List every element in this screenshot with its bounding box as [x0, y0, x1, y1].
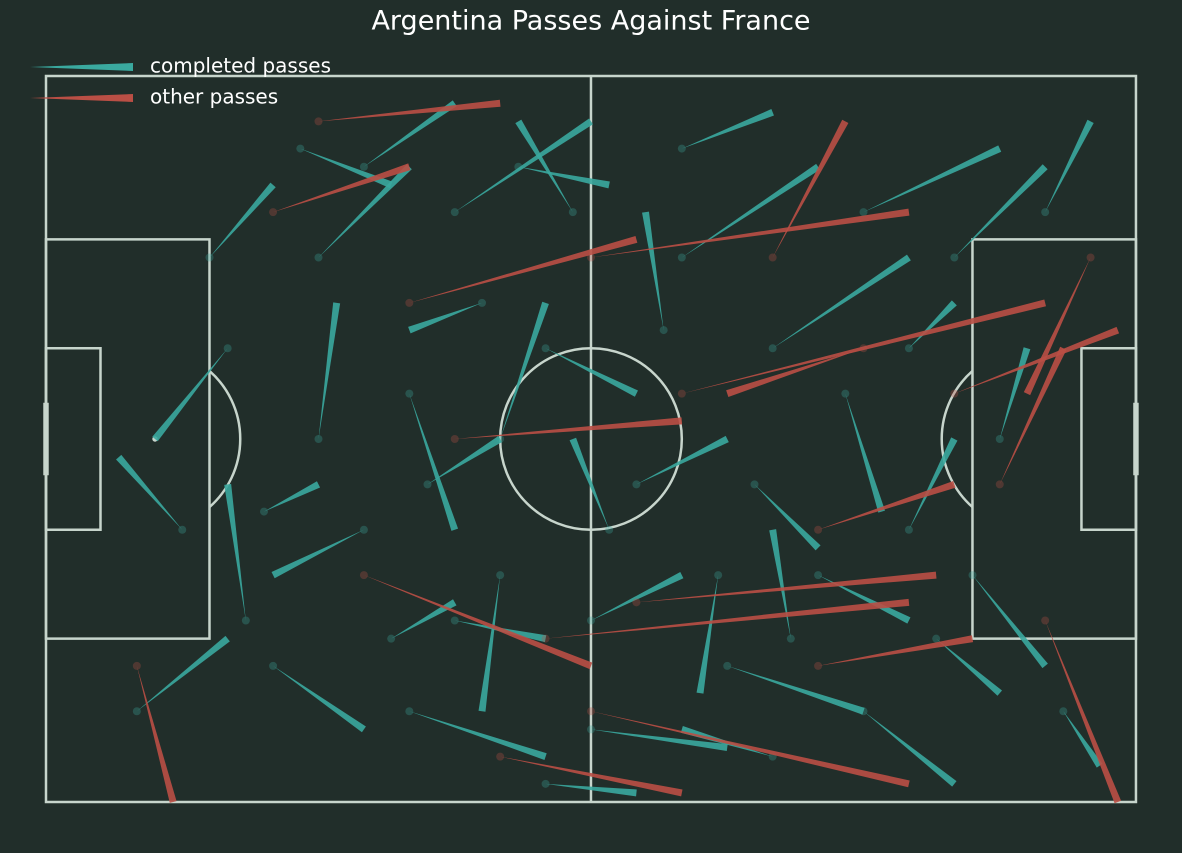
pass	[545, 598, 910, 639]
pass	[1063, 711, 1103, 768]
chart-title: Argentina Passes Against France	[371, 6, 810, 37]
pass	[954, 326, 1120, 394]
legend-label: completed passes	[150, 54, 331, 78]
pass	[681, 109, 774, 149]
pass	[318, 302, 341, 439]
pass	[136, 635, 230, 712]
pass	[264, 481, 321, 512]
pass	[818, 635, 974, 666]
pass	[569, 437, 610, 530]
pass	[726, 348, 864, 397]
pass	[936, 638, 1003, 696]
pass	[391, 599, 457, 639]
pass	[273, 665, 366, 733]
pass	[427, 436, 503, 485]
pass	[454, 118, 593, 213]
pass	[545, 783, 637, 797]
pass	[681, 299, 1047, 394]
pass	[636, 571, 937, 603]
pass	[408, 302, 482, 334]
pass	[363, 100, 457, 167]
pass	[972, 575, 1048, 669]
pass	[954, 164, 1048, 258]
pass	[224, 483, 246, 621]
pass	[318, 99, 501, 122]
pass	[318, 164, 412, 258]
pass-start	[260, 507, 268, 516]
pass	[772, 254, 911, 349]
legend: completed passes other passes	[30, 54, 331, 109]
pass	[409, 711, 547, 760]
pass	[518, 166, 610, 189]
pass	[845, 393, 886, 513]
pass	[818, 481, 956, 530]
pass	[591, 208, 910, 258]
legend-swatch	[30, 63, 133, 71]
pass	[999, 347, 1031, 439]
pass	[1045, 119, 1094, 213]
pass	[772, 119, 849, 258]
pass	[478, 575, 501, 712]
pass	[1045, 620, 1122, 804]
pass	[999, 346, 1067, 485]
legend-label: other passes	[150, 85, 278, 109]
pass	[681, 163, 821, 258]
pass	[454, 417, 683, 439]
pass	[696, 575, 719, 694]
pass	[818, 575, 911, 624]
pass	[863, 145, 1002, 213]
pass	[908, 437, 958, 530]
pass	[754, 484, 821, 551]
pass	[136, 665, 177, 803]
pass	[363, 575, 593, 670]
pass	[500, 301, 549, 439]
pass	[271, 529, 364, 579]
pass	[636, 435, 729, 485]
pass	[545, 348, 638, 397]
pass	[273, 163, 411, 213]
pass	[727, 665, 865, 715]
pass	[591, 571, 684, 621]
pass	[591, 711, 910, 788]
pass	[591, 729, 728, 752]
pitch	[46, 76, 1136, 802]
pass	[769, 529, 791, 639]
pass	[908, 300, 957, 349]
pass	[863, 711, 957, 787]
pass	[409, 235, 638, 303]
pass	[152, 348, 228, 442]
pass	[500, 756, 683, 797]
pass	[409, 393, 459, 531]
pass	[642, 211, 664, 331]
legend-swatch	[30, 94, 133, 102]
pass	[515, 119, 573, 213]
pass	[116, 454, 183, 530]
pass	[209, 182, 276, 258]
